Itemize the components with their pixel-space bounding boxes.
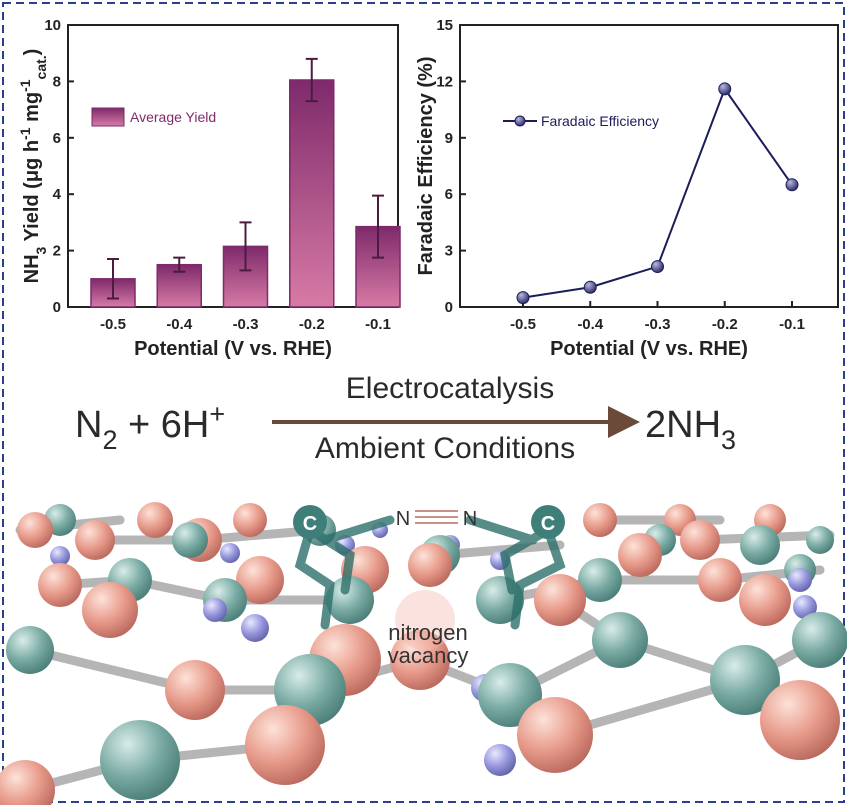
vacancy-label: nitrogen (388, 620, 468, 645)
nitrogen-label: N (396, 508, 410, 530)
atom (592, 612, 648, 668)
x-tick-label: -0.3 (233, 316, 259, 333)
atom (517, 697, 593, 773)
y-label-part: 3 (33, 246, 49, 254)
atom (241, 614, 269, 642)
reactant-part: + 6H (117, 404, 209, 446)
legend-swatch (92, 108, 124, 126)
x-tick-label: -0.2 (299, 316, 325, 333)
y-tick-label: 4 (53, 186, 62, 203)
nitrogen-label: N (463, 508, 477, 530)
y-label-part: cat. (33, 55, 49, 79)
reactant-sup: + (209, 399, 225, 429)
atom (220, 543, 240, 563)
y-tick-label: 8 (53, 73, 61, 90)
atom (233, 503, 267, 537)
atom (408, 543, 452, 587)
y-tick-label: 15 (436, 17, 453, 34)
legend-label: Average Yield (130, 109, 216, 125)
atom (680, 520, 720, 560)
y-tick-label: 6 (53, 130, 61, 147)
atom (739, 574, 791, 626)
vacancy-label: vacancy (388, 643, 469, 668)
y-tick-label: 9 (445, 130, 453, 147)
y-tick-label: 0 (53, 299, 61, 316)
product-part: 2NH (645, 404, 721, 446)
y-axis-label: NH3 Yield (μg h-1 mg-1cat.) (17, 49, 49, 284)
atom (6, 626, 54, 674)
y-tick-label: 0 (445, 299, 453, 316)
carbon-label: C (303, 513, 317, 535)
atom (806, 526, 834, 554)
x-tick-label: -0.5 (100, 316, 126, 333)
marker (719, 83, 731, 95)
atom (583, 503, 617, 537)
x-axis-label: Potential (V vs. RHE) (134, 338, 332, 360)
marker (652, 261, 664, 273)
arrow-label: Ambient Conditions (315, 432, 575, 465)
y-tick-label: 6 (445, 186, 453, 203)
x-tick-label: -0.4 (166, 316, 193, 333)
y-label-part: -1 (17, 79, 33, 92)
equation: N2 + 6H+ Electrocatalysis Ambient Condit… (75, 372, 736, 465)
marker (786, 179, 798, 191)
atom (245, 705, 325, 785)
atom (618, 533, 662, 577)
bar (290, 80, 334, 307)
y-axis-label: Faradaic Efficiency (%) (415, 57, 437, 276)
atom (740, 525, 780, 565)
y-label-part: NH (21, 254, 43, 283)
marker (517, 292, 529, 304)
atom (172, 522, 208, 558)
legend-label: Faradaic Efficiency (541, 113, 659, 129)
atom (38, 563, 82, 607)
product-sub: 3 (721, 425, 736, 455)
x-tick-label: -0.2 (712, 316, 738, 333)
x-tick-label: -0.3 (645, 316, 671, 333)
plot-frame (460, 25, 838, 307)
atom (82, 582, 138, 638)
x-tick-label: -0.5 (510, 316, 536, 333)
legend-marker (515, 116, 525, 126)
y-label-part: Yield (μg h (21, 140, 43, 247)
atom (484, 744, 516, 776)
y-label-part: Faradaic Efficiency (%) (415, 57, 437, 276)
carbon-label: C (541, 513, 555, 535)
y-label-part: -1 (17, 127, 33, 140)
arrow-label: Electrocatalysis (346, 372, 554, 405)
y-tick-label: 12 (436, 73, 453, 90)
atom (698, 558, 742, 602)
y-tick-label: 3 (445, 243, 453, 260)
product: 2NH3 (645, 404, 736, 455)
x-tick-label: -0.4 (577, 316, 604, 333)
charts: 0 2 4 6 8 10 -0.5 -0.4 -0.3 -0.2 -0.1 Potential (V … (17, 17, 838, 360)
x-tick-label: -0.1 (365, 316, 391, 333)
x-tick-label: -0.1 (779, 316, 805, 333)
reactant-sub: 2 (102, 425, 117, 455)
y-tick-label: 10 (44, 17, 61, 34)
y-label-part: ) (21, 49, 43, 56)
atom (788, 568, 812, 592)
atom (137, 502, 173, 538)
y-label-part: mg (21, 92, 43, 128)
y-tick-label: 2 (53, 243, 61, 260)
reactant: N2 + 6H+ (75, 399, 225, 455)
marker (584, 281, 596, 293)
reactant-part: N (75, 404, 102, 446)
figure: 0 2 4 6 8 10 -0.5 -0.4 -0.3 -0.2 -0.1 Potential (V … (0, 0, 847, 805)
atom (165, 660, 225, 720)
atom (534, 574, 586, 626)
x-axis-label: Potential (V vs. RHE) (550, 338, 748, 360)
atom (100, 720, 180, 800)
atom (17, 512, 53, 548)
atom (203, 598, 227, 622)
atom (75, 520, 115, 560)
atom (792, 612, 847, 668)
atom (760, 680, 840, 760)
atom (0, 760, 55, 805)
